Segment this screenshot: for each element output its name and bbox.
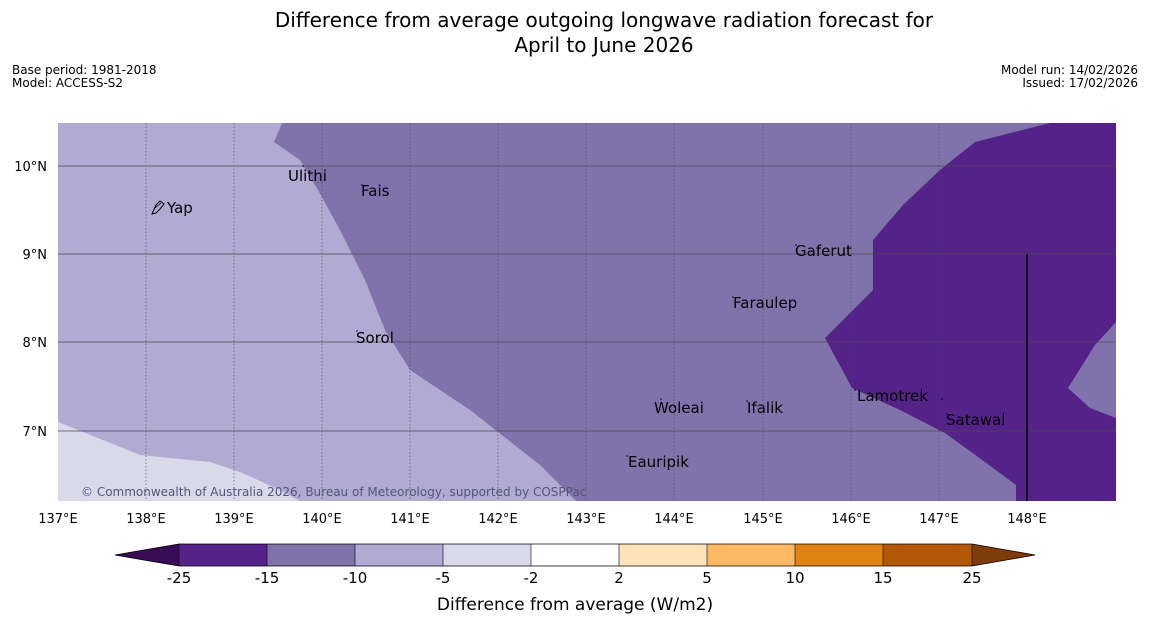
place-label-eauripik: Eauripik — [628, 453, 689, 471]
base-period: Base period: 1981-2018 — [12, 63, 157, 77]
issued-date: Issued: 17/02/2026 — [1022, 76, 1138, 90]
meta-right: Model run: 14/02/2026 Issued: 17/02/2026 — [1001, 64, 1138, 90]
x-axis-labels: 137°E 138°E 139°E 140°E 141°E 142°E 143°… — [38, 512, 1047, 527]
place-label-faraulep: Faraulep — [733, 294, 797, 312]
place-label-fais: Fais — [361, 182, 390, 200]
place-label-ulithi: Ulithi — [288, 167, 327, 185]
y-tick-8n: 8°N — [23, 336, 48, 351]
eauripik-dot — [626, 455, 628, 457]
colorbar-tick-10: 10 — [785, 569, 804, 587]
colorbar-tick-minus10: -10 — [343, 569, 368, 587]
colorbar-tick-5: 5 — [702, 569, 712, 587]
region-minus25-to-minus15 — [825, 123, 1116, 501]
x-tick-138e: 138°E — [126, 512, 166, 527]
satawal-dot — [946, 413, 948, 415]
colorbar-tick-15: 15 — [873, 569, 892, 587]
place-label-woleai: Woleai — [654, 399, 704, 417]
place-labels: Ulithi Fais Yap Gaferut Faraulep Sorol L… — [166, 167, 1005, 471]
place-label-sorol: Sorol — [356, 329, 394, 347]
colorbar-tick-25: 25 — [962, 569, 981, 587]
colorbar-tick-minus5: -5 — [436, 569, 451, 587]
region-minus5-to-minus2 — [58, 422, 300, 501]
place-label-gaferut: Gaferut — [795, 242, 852, 260]
colorbar-label: Difference from average (W/m2) — [437, 595, 713, 615]
x-tick-145e: 145°E — [743, 512, 783, 527]
y-tick-7n: 7°N — [23, 425, 48, 440]
map-area: Ulithi Fais Yap Gaferut Faraulep Sorol L… — [58, 123, 1116, 501]
colorbar-tick-2: 2 — [614, 569, 624, 587]
x-tick-137e: 137°E — [38, 512, 78, 527]
colorbar-under-triangle — [115, 544, 179, 566]
x-tick-140e: 140°E — [302, 512, 342, 527]
colorbar-over-triangle — [972, 544, 1035, 566]
ulithi-dot — [302, 165, 304, 167]
colorbar: -25 -15 -10 -5 -2 2 5 10 15 25 Differenc… — [114, 543, 1036, 615]
place-label-yap: Yap — [166, 199, 193, 217]
woleai-dot — [660, 398, 662, 400]
meta-left: Base period: 1981-2018 Model: ACCESS-S2 — [12, 64, 157, 90]
colorbar-segment-minus25-minus15 — [179, 544, 267, 566]
ifalik-dot — [746, 400, 748, 402]
chart-title: Difference from average outgoing longwav… — [0, 8, 1150, 58]
x-tick-143e: 143°E — [566, 512, 606, 527]
colorbar-segment-2-5 — [619, 544, 707, 566]
island-dots — [302, 165, 948, 457]
faraulep-dot — [732, 296, 734, 298]
model-run: Model run: 14/02/2026 — [1000, 63, 1138, 77]
y-axis-labels: 10°N 9°N 8°N 7°N — [14, 160, 47, 440]
colorbar-segment-minus5-minus2 — [443, 544, 531, 566]
lamotrek-dot — [854, 389, 856, 391]
x-tick-141e: 141°E — [390, 512, 430, 527]
model-name: Model: ACCESS-S2 — [12, 76, 124, 90]
yap-island-detail — [154, 202, 162, 209]
yap-island-outline — [151, 200, 165, 215]
x-tick-146e: 146°E — [831, 512, 871, 527]
x-tick-144e: 144°E — [654, 512, 694, 527]
colorbar-dividers — [178, 544, 973, 566]
y-tick-10n: 10°N — [14, 160, 47, 175]
colorbar-tick-labels: -25 -15 -10 -5 -2 2 5 10 15 25 — [167, 569, 982, 587]
x-tick-139e: 139°E — [214, 512, 254, 527]
colorbar-segment-10-15 — [795, 544, 883, 566]
x-tick-147e: 147°E — [919, 512, 959, 527]
longitude-gridlines — [145, 123, 940, 501]
place-label-lamotrek: Lamotrek — [857, 387, 928, 405]
x-tick-142e: 142°E — [478, 512, 518, 527]
colorbar-segment-15-25 — [883, 544, 972, 566]
x-tick-148e: 148°E — [1007, 512, 1047, 527]
colorbar-tick-minus15: -15 — [255, 569, 280, 587]
gaferut-dot — [795, 244, 797, 246]
place-label-satawal: Satawal — [946, 411, 1005, 429]
colorbar-segment-minus15-minus10 — [267, 544, 355, 566]
title-line-2: April to June 2026 — [514, 33, 694, 57]
colorbar-segment-minus2-2 — [531, 544, 619, 566]
y-tick-9n: 9°N — [23, 248, 48, 263]
copyright-note: © Commonwealth of Australia 2026, Bureau… — [81, 485, 586, 499]
pikelot-dot — [941, 398, 943, 400]
colorbar-tick-minus2: -2 — [524, 569, 539, 587]
place-label-ifalik: Ifalik — [747, 399, 783, 417]
latitude-gridlines — [58, 165, 1116, 432]
title-line-1: Difference from average outgoing longwav… — [274, 8, 934, 32]
colorbar-tick-minus25: -25 — [167, 569, 192, 587]
colorbar-segment-minus10-minus5 — [355, 544, 443, 566]
sorol-dot — [356, 330, 358, 332]
fais-dot — [361, 184, 363, 186]
colorbar-segment-5-10 — [707, 544, 795, 566]
